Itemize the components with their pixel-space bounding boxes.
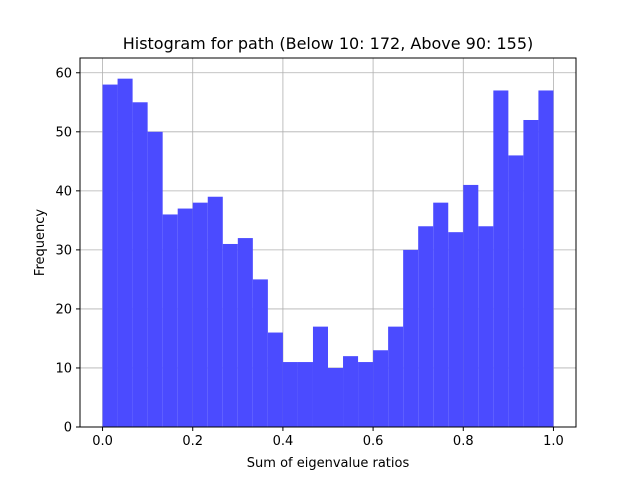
x-tick-label: 0.4 bbox=[273, 434, 294, 449]
histogram-bar-6 bbox=[192, 202, 208, 427]
histogram-bar-5 bbox=[177, 208, 193, 427]
histogram-bar-9 bbox=[237, 238, 253, 427]
histogram-bar-2 bbox=[132, 102, 148, 427]
y-tick-label: 20 bbox=[55, 302, 72, 317]
histogram-bar-23 bbox=[448, 232, 464, 427]
histogram-bar-24 bbox=[463, 184, 479, 427]
x-tick-label: 0.0 bbox=[92, 434, 113, 449]
y-tick-label: 10 bbox=[55, 361, 72, 376]
x-tick-label: 0.2 bbox=[182, 434, 203, 449]
histogram-bar-16 bbox=[343, 356, 359, 427]
histogram-bar-15 bbox=[328, 367, 344, 427]
histogram-bar-28 bbox=[523, 119, 539, 427]
axis-ticks: 0.0 0.2 0.4 0.6 0.8 1.0 0 10 20 30 40 50 60 bbox=[55, 66, 563, 449]
histogram-bar-14 bbox=[312, 326, 328, 427]
histogram-bar-22 bbox=[433, 202, 449, 427]
histogram-bars bbox=[102, 78, 554, 428]
y-tick-label: 40 bbox=[55, 184, 72, 199]
histogram-bar-17 bbox=[358, 362, 374, 427]
x-tick-label: 1.0 bbox=[543, 434, 564, 449]
histogram-bar-0 bbox=[102, 84, 118, 428]
chart-title: Histogram for path (Below 10: 172, Above… bbox=[123, 34, 534, 53]
histogram-bar-12 bbox=[282, 362, 298, 427]
histogram-bar-4 bbox=[162, 214, 178, 427]
histogram-bar-20 bbox=[403, 249, 419, 427]
x-axis-label: Sum of eigenvalue ratios bbox=[247, 456, 410, 471]
histogram-bar-11 bbox=[267, 332, 283, 427]
x-tick-label: 0.8 bbox=[453, 434, 474, 449]
histogram-bar-10 bbox=[252, 279, 268, 427]
histogram-bar-8 bbox=[222, 243, 238, 427]
y-axis-label: Frequency bbox=[33, 209, 48, 276]
histogram-bar-13 bbox=[297, 362, 313, 427]
histogram-bar-7 bbox=[207, 196, 223, 427]
y-tick-label: 0 bbox=[64, 421, 72, 436]
y-tick-label: 50 bbox=[55, 125, 72, 140]
histogram-bar-27 bbox=[508, 155, 524, 427]
histogram-bar-21 bbox=[418, 226, 434, 427]
histogram-bar-26 bbox=[493, 90, 509, 428]
histogram-bar-1 bbox=[117, 78, 133, 427]
y-tick-label: 60 bbox=[55, 66, 72, 81]
y-tick-label: 30 bbox=[55, 243, 72, 258]
histogram-bar-29 bbox=[538, 90, 554, 428]
histogram-bar-19 bbox=[388, 326, 404, 427]
histogram-bar-3 bbox=[147, 131, 163, 428]
plot-frame bbox=[79, 57, 577, 428]
histogram-bar-18 bbox=[373, 350, 389, 427]
histogram-bar-25 bbox=[478, 226, 494, 427]
x-tick-label: 0.6 bbox=[363, 434, 384, 449]
